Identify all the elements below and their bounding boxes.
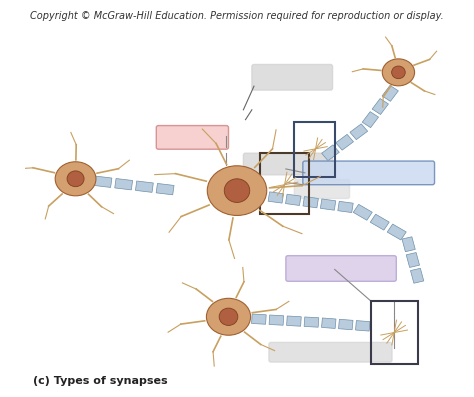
FancyBboxPatch shape (252, 64, 333, 90)
Ellipse shape (55, 162, 96, 196)
Circle shape (67, 171, 84, 187)
Polygon shape (372, 98, 389, 114)
Polygon shape (402, 237, 415, 252)
FancyBboxPatch shape (269, 342, 392, 362)
Polygon shape (94, 176, 112, 187)
Text: Copyright © McGraw-Hill Education. Permission required for reproduction or displ: Copyright © McGraw-Hill Education. Permi… (30, 11, 444, 21)
Polygon shape (336, 134, 354, 150)
Ellipse shape (207, 166, 267, 216)
Bar (260, 153, 309, 214)
Bar (371, 301, 418, 364)
Polygon shape (387, 224, 406, 240)
Polygon shape (353, 204, 372, 220)
Polygon shape (115, 179, 133, 190)
Polygon shape (362, 112, 379, 127)
Polygon shape (322, 145, 339, 161)
Polygon shape (285, 194, 301, 206)
Polygon shape (268, 192, 283, 203)
Text: (c) Types of synapses: (c) Types of synapses (33, 376, 168, 386)
Polygon shape (320, 199, 336, 210)
Circle shape (224, 179, 250, 202)
Polygon shape (370, 214, 389, 230)
Polygon shape (304, 317, 319, 327)
Polygon shape (338, 201, 353, 212)
FancyBboxPatch shape (303, 161, 435, 185)
Polygon shape (156, 183, 174, 195)
FancyBboxPatch shape (286, 256, 396, 281)
Polygon shape (410, 268, 424, 283)
Polygon shape (350, 124, 368, 140)
Polygon shape (269, 315, 284, 325)
Bar (294, 121, 335, 177)
Polygon shape (287, 316, 301, 326)
Polygon shape (252, 314, 266, 324)
Polygon shape (338, 319, 353, 330)
Ellipse shape (206, 298, 251, 335)
Polygon shape (321, 318, 336, 328)
FancyBboxPatch shape (156, 125, 228, 149)
Polygon shape (406, 252, 419, 268)
Circle shape (219, 308, 238, 326)
Polygon shape (382, 85, 398, 101)
FancyBboxPatch shape (294, 179, 350, 198)
FancyBboxPatch shape (243, 153, 333, 175)
Polygon shape (136, 181, 153, 193)
Circle shape (392, 66, 405, 79)
Polygon shape (356, 321, 370, 331)
Polygon shape (303, 197, 319, 208)
Ellipse shape (383, 59, 415, 86)
